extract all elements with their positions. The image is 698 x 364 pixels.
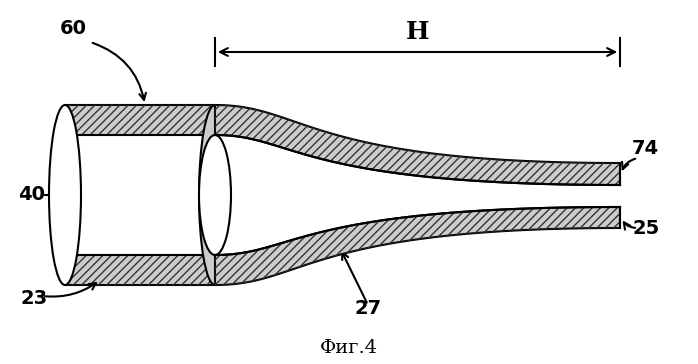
Text: 60: 60 [60, 19, 87, 37]
Bar [65, 105, 215, 285]
Text: 74: 74 [632, 138, 659, 158]
Text: H: H [406, 20, 429, 44]
Text: 23: 23 [20, 289, 47, 308]
Text: 27: 27 [355, 298, 382, 317]
Polygon shape [215, 105, 620, 185]
Polygon shape [215, 135, 620, 255]
Ellipse shape [49, 105, 81, 285]
Text: Фиг.4: Фиг.4 [320, 339, 378, 357]
Bar [65, 135, 220, 255]
Ellipse shape [199, 105, 231, 285]
Text: 40: 40 [18, 186, 45, 205]
Ellipse shape [199, 135, 231, 255]
Polygon shape [215, 207, 620, 285]
Bar [65, 105, 215, 285]
Text: 25: 25 [632, 218, 659, 237]
